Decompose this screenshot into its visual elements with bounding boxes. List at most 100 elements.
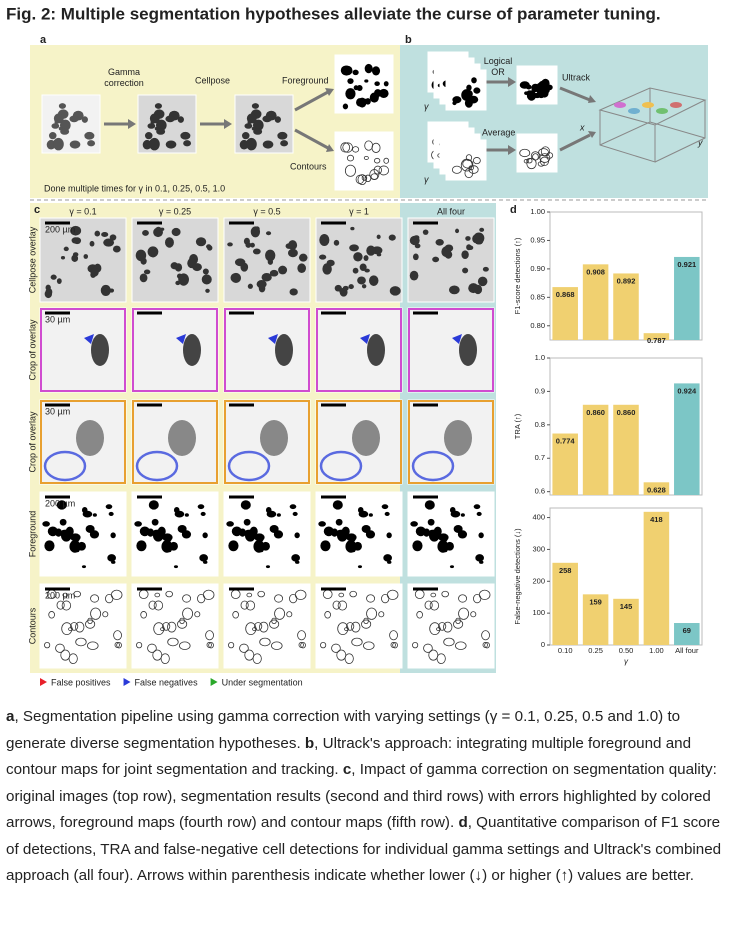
- cell: [670, 102, 682, 108]
- cell: [430, 592, 437, 598]
- cell: [240, 262, 249, 272]
- cell: [337, 529, 342, 535]
- cell: [260, 420, 288, 456]
- arrow: [176, 334, 186, 344]
- cell: [319, 254, 327, 260]
- cell: [232, 611, 239, 619]
- cell: [341, 65, 351, 76]
- cell: [245, 600, 256, 611]
- y-tick-label: 0.6: [535, 487, 545, 496]
- cell: [443, 621, 453, 633]
- value-label: 69: [683, 626, 691, 635]
- cell: [44, 289, 53, 299]
- cell: [89, 240, 95, 247]
- cell: [466, 84, 472, 91]
- y-tick-label: 0.9: [535, 386, 545, 395]
- legend-marker: [123, 678, 131, 686]
- y-tick-label: 1.0: [535, 353, 545, 362]
- cell: [48, 611, 55, 619]
- cell: [345, 88, 356, 100]
- cell: [262, 140, 274, 149]
- axis-label: y: [697, 137, 703, 147]
- legend-label: False positives: [51, 677, 111, 687]
- cell: [251, 103, 260, 109]
- cell: [455, 641, 467, 650]
- cell: [168, 420, 196, 456]
- crop-border: [40, 400, 126, 484]
- cell: [243, 518, 251, 526]
- cell: [265, 231, 272, 236]
- cell: [102, 611, 109, 618]
- cell: [353, 252, 363, 262]
- cell: [68, 653, 78, 664]
- cell: [416, 611, 423, 619]
- cell: [167, 621, 177, 633]
- cell: [274, 607, 286, 620]
- cell: [337, 622, 349, 636]
- y-tick-label: 1.00: [530, 207, 545, 216]
- crop-border: [40, 308, 126, 392]
- cell: [278, 265, 288, 275]
- cell: [289, 504, 297, 510]
- bar: [613, 404, 639, 495]
- cell: [108, 511, 114, 516]
- cell: [422, 229, 429, 235]
- cell: [484, 641, 490, 649]
- cell: [479, 227, 485, 232]
- cell: [250, 242, 255, 248]
- cell: [240, 500, 251, 510]
- cell: [473, 87, 481, 94]
- cell: [344, 627, 349, 632]
- cell: [46, 139, 56, 150]
- cell: [291, 554, 300, 562]
- cell: [294, 589, 307, 600]
- crop-border: [132, 400, 218, 484]
- cell: [461, 250, 469, 260]
- cell: [267, 258, 274, 265]
- cell: [476, 511, 482, 516]
- cell: [286, 611, 293, 618]
- cell: [227, 242, 233, 247]
- column-header: γ = 0.5: [253, 206, 280, 216]
- cell: [62, 592, 69, 598]
- row-label: Foreground: [27, 511, 37, 558]
- cell: [364, 268, 370, 273]
- column-header: γ = 0.1: [69, 206, 96, 216]
- outline: [319, 450, 363, 482]
- value-label: 0.860: [586, 408, 605, 417]
- value-label: 0.868: [556, 290, 575, 299]
- x-tick-label: 0.50: [619, 646, 634, 655]
- scale-bar-label: 30 µm: [45, 406, 70, 416]
- cell: [271, 617, 277, 625]
- cell: [276, 513, 281, 517]
- bar: [674, 623, 700, 645]
- crop-border: [408, 400, 494, 484]
- cell: [320, 540, 331, 552]
- cell: [161, 540, 173, 553]
- cell: [54, 528, 63, 537]
- cell: [387, 560, 392, 564]
- y-tick-label: 300: [532, 544, 545, 553]
- bar: [674, 256, 700, 340]
- caption-text: , Impact of gamma correction on segmenta…: [6, 761, 717, 831]
- cell: [256, 280, 267, 289]
- arrow: [268, 334, 278, 344]
- caption-label: b: [304, 734, 315, 752]
- cell: [389, 286, 401, 296]
- cell: [292, 511, 298, 516]
- cell: [371, 66, 381, 76]
- crop-border: [316, 308, 402, 392]
- cell: [81, 565, 87, 569]
- cell: [479, 560, 484, 564]
- caption-label: d: [458, 814, 468, 831]
- cell: [475, 554, 484, 562]
- cell: [339, 289, 344, 294]
- cell: [246, 137, 257, 151]
- cell: [435, 239, 444, 246]
- cell: [150, 120, 155, 125]
- cell: [58, 103, 67, 109]
- cell: [274, 116, 281, 123]
- cell: [369, 275, 379, 286]
- bar: [582, 594, 609, 645]
- cell: [320, 641, 327, 649]
